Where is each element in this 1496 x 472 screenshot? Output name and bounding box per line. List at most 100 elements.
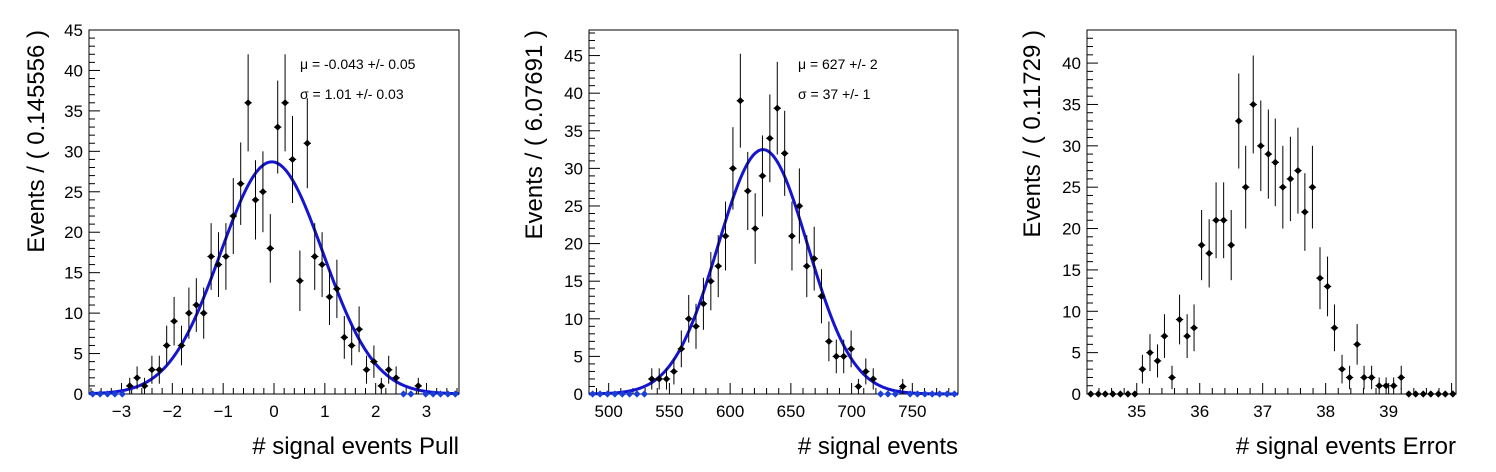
data-point — [1434, 390, 1443, 398]
data-point — [1294, 127, 1302, 214]
plot-frame — [588, 29, 959, 395]
data-point — [950, 390, 959, 398]
data-point — [1330, 304, 1339, 352]
data-marker — [633, 390, 641, 398]
data-point — [714, 235, 722, 298]
x-tick-label: −2 — [163, 402, 182, 421]
data-point — [795, 168, 804, 244]
data-marker — [1235, 117, 1243, 125]
x-axis-title: # signal events Pull — [252, 433, 459, 460]
data-point — [1235, 73, 1243, 169]
data-point — [422, 390, 430, 398]
data-point — [913, 390, 922, 398]
data-point — [1109, 390, 1117, 398]
y-tick-label: 30 — [1062, 137, 1081, 156]
data-marker — [729, 164, 737, 172]
data-point — [1353, 324, 1361, 365]
y-tick-label: 5 — [574, 347, 583, 366]
data-point — [1286, 136, 1295, 222]
y-tick-label: 25 — [64, 183, 83, 202]
y-tick-label: 20 — [564, 235, 583, 254]
data-marker — [913, 390, 922, 398]
data-point — [1412, 390, 1420, 398]
data-marker — [840, 352, 848, 360]
data-marker — [229, 212, 237, 220]
data-marker — [1227, 241, 1235, 249]
data-point — [1212, 182, 1220, 259]
x-tick-label: 650 — [777, 402, 805, 421]
data-marker — [348, 341, 356, 350]
data-point — [810, 226, 818, 291]
y-tick-label: 15 — [64, 264, 83, 283]
data-marker — [1286, 175, 1294, 183]
data-point — [603, 390, 612, 398]
x-tick-label: 550 — [655, 402, 683, 421]
data-marker — [251, 196, 260, 204]
data-point — [1427, 390, 1435, 398]
data-marker — [1360, 373, 1368, 382]
data-point — [1087, 390, 1095, 398]
data-marker — [1330, 324, 1339, 332]
data-marker — [877, 390, 885, 398]
data-marker — [1301, 208, 1309, 216]
data-marker — [589, 390, 597, 398]
data-point — [318, 232, 326, 297]
x-tick-label: 36 — [1190, 402, 1209, 421]
data-marker — [340, 333, 348, 341]
data-point — [103, 390, 112, 398]
x-tick-label: 700 — [837, 402, 865, 421]
data-point — [1227, 209, 1235, 281]
data-point — [162, 325, 171, 366]
fit-stat-text: μ = 627 +/- 2 — [798, 56, 878, 72]
data-marker — [407, 390, 415, 398]
data-marker — [795, 202, 803, 210]
data-marker — [788, 232, 796, 240]
data-marker — [155, 366, 163, 374]
data-point — [1116, 390, 1125, 398]
data-marker — [1338, 365, 1346, 373]
data-marker — [662, 375, 671, 383]
data-point — [392, 366, 400, 390]
data-point — [414, 377, 422, 394]
data-point — [1375, 377, 1383, 394]
x-tick-label: 750 — [898, 402, 926, 421]
data-marker — [1131, 390, 1139, 398]
data-marker — [1160, 332, 1169, 340]
data-point — [928, 390, 936, 398]
data-marker — [103, 390, 112, 398]
data-marker — [744, 187, 752, 195]
data-marker — [96, 390, 104, 398]
data-marker — [1249, 100, 1257, 109]
data-point — [655, 368, 663, 390]
data-point — [296, 250, 304, 312]
data-point — [377, 377, 386, 394]
data-marker — [1390, 382, 1398, 390]
data-marker — [1198, 241, 1206, 249]
data-point — [126, 377, 134, 394]
data-point — [1301, 173, 1309, 251]
y-tick-label: 25 — [564, 197, 583, 216]
data-marker — [670, 367, 678, 376]
y-tick-label: 0 — [74, 385, 83, 404]
data-point — [1419, 390, 1427, 398]
data-point — [325, 268, 334, 325]
data-point — [618, 390, 626, 398]
data-point — [436, 390, 445, 398]
data-point — [311, 223, 319, 290]
fit-stat-text: σ = 1.01 +/- 0.03 — [300, 86, 404, 102]
data-point — [237, 142, 245, 225]
data-point — [288, 115, 297, 203]
data-marker — [1087, 390, 1095, 398]
data-point — [384, 355, 393, 384]
data-point — [1449, 390, 1457, 398]
data-point — [192, 278, 201, 332]
data-marker — [899, 382, 907, 391]
data-point — [1264, 109, 1273, 199]
data-marker — [1101, 390, 1109, 398]
data-marker — [214, 260, 223, 269]
y-tick-label: 45 — [564, 47, 583, 66]
data-point — [347, 325, 356, 366]
y-tick-label: 0 — [574, 385, 583, 404]
data-marker — [414, 382, 422, 390]
data-point — [803, 235, 811, 298]
